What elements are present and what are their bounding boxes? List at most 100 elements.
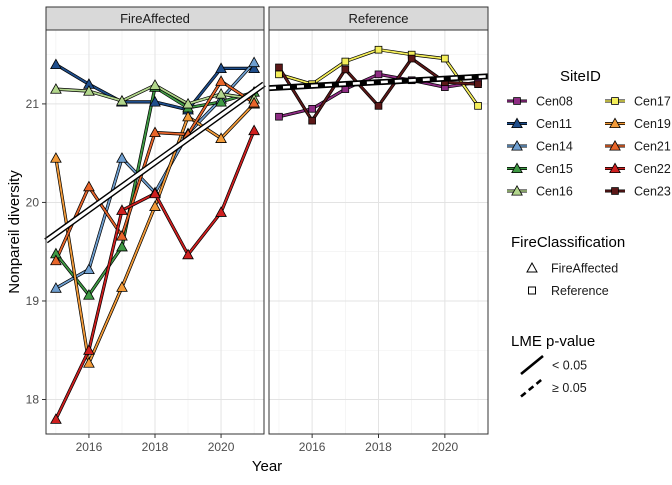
- legend-item-cen15: Cen15: [507, 162, 573, 176]
- legend-key-marker: [609, 162, 621, 174]
- data-point: [50, 282, 62, 293]
- data-point: [83, 263, 95, 275]
- data-point: [182, 110, 194, 122]
- panel-border: [268, 29, 489, 435]
- facet-panel-reference: Reference 2016 2018 2020: [268, 6, 489, 454]
- legend-item-label: Cen19: [634, 117, 671, 131]
- legend-key-marker: [611, 187, 619, 195]
- y-tick-label: 20: [26, 195, 40, 209]
- data-point: [341, 65, 350, 74]
- data-point: [215, 95, 227, 107]
- data-point: [474, 102, 482, 110]
- data-point: [182, 97, 194, 109]
- legend-item-cen16: Cen16: [507, 185, 573, 199]
- series-markers-cen21: [50, 75, 260, 266]
- data-point: [149, 126, 161, 138]
- legend-key-line: [520, 354, 544, 376]
- legend-item-label: Cen23: [634, 185, 671, 199]
- facet-strip-label: Reference: [349, 11, 409, 26]
- legend-key-line: [520, 377, 544, 398]
- y-tick-label: 19: [26, 294, 40, 308]
- data-point: [83, 85, 95, 96]
- y-tick-label: 21: [26, 97, 40, 111]
- legend-item-label: Cen08: [536, 95, 573, 109]
- legend-key-marker: [609, 117, 621, 129]
- legend-item-cen21: Cen21: [605, 140, 671, 154]
- data-point: [116, 229, 128, 241]
- legend-item-label: Cen11: [536, 117, 572, 131]
- x-tick-label: 2018: [365, 440, 392, 454]
- x-tick-label: 2016: [76, 440, 103, 454]
- data-point: [215, 206, 227, 217]
- data-point: [441, 54, 449, 63]
- legend-key-marker: [609, 139, 621, 151]
- y-axis-title: Nonpareil diversity: [6, 170, 23, 294]
- facet-panel-fireaffected: FireAffected 2016 2018 2020: [45, 6, 265, 454]
- y-tick-label: 18: [26, 393, 40, 407]
- legend-item-label: Cen14: [536, 140, 573, 154]
- legend-title: SiteID: [560, 68, 601, 85]
- data-point: [215, 75, 227, 86]
- data-point: [116, 94, 128, 106]
- data-point: [83, 180, 95, 192]
- data-point: [83, 357, 95, 368]
- data-point: [474, 80, 482, 88]
- legend-item-reference: Reference: [528, 284, 609, 298]
- legend-item-label: Cen17: [634, 95, 671, 109]
- x-axis-title: Year: [252, 458, 282, 475]
- legend-item-fireaffected: FireAffected: [526, 262, 618, 276]
- data-point: [149, 95, 161, 107]
- data-point: [341, 57, 350, 66]
- data-point: [149, 187, 161, 199]
- legend-item-label: Reference: [551, 284, 609, 298]
- data-point: [116, 240, 128, 252]
- data-point: [248, 62, 260, 73]
- legend-key-marker: [511, 139, 523, 151]
- trend-line-fireaffected: [44, 81, 266, 244]
- trend-line-fill: [45, 82, 265, 243]
- data-point: [308, 116, 316, 125]
- legend-item-cen19: Cen19: [605, 117, 671, 131]
- legend-item-lme-0: < 0.05: [520, 354, 587, 376]
- data-point: [275, 63, 283, 72]
- data-point: [374, 45, 383, 54]
- x-tick-label: 2020: [432, 440, 459, 454]
- data-point: [248, 56, 260, 68]
- legend-key-marker: [513, 97, 521, 105]
- legend-item-cen23: Cen23: [605, 185, 671, 199]
- data-point: [116, 204, 128, 215]
- data-point: [149, 200, 161, 211]
- facet-strip-label: FireAffected: [120, 11, 190, 26]
- legend-key-marker: [611, 97, 619, 105]
- legend-item-cen08: Cen08: [507, 95, 573, 109]
- x-tick-label: 2016: [299, 440, 326, 454]
- trend-line-reference: [268, 73, 489, 92]
- data-point: [50, 58, 62, 70]
- legend-siteid: SiteID Cen08 Cen11 Cen14 Cen15 Cen16 Cen17 Cen1…: [507, 68, 671, 199]
- data-point: [215, 132, 227, 143]
- trend-line-fill: [268, 75, 489, 90]
- legend-title: FireClassification: [511, 234, 625, 251]
- data-point: [50, 83, 62, 94]
- legend-key-marker: [511, 162, 523, 174]
- legend-key-marker: [511, 184, 523, 196]
- series-markers-cen22: [50, 124, 260, 424]
- legend-item-cen14: Cen14: [507, 140, 573, 154]
- legend-key-marker: [528, 286, 536, 295]
- data-point: [182, 248, 194, 260]
- legend-item-cen22: Cen22: [605, 162, 671, 176]
- legend-fireclassification: FireClassification FireAffected Reference: [511, 234, 625, 298]
- data-point: [407, 54, 416, 63]
- series-markers-cen23: [275, 54, 482, 125]
- legend-item-label: FireAffected: [551, 262, 618, 276]
- data-point: [149, 79, 161, 90]
- data-point: [50, 413, 62, 424]
- data-point: [275, 112, 283, 121]
- data-point: [248, 124, 260, 136]
- legend-item-label: ≥ 0.05: [552, 381, 587, 395]
- legend-item-label: Cen15: [536, 162, 573, 176]
- data-point: [248, 96, 260, 108]
- legend-item-label: < 0.05: [552, 359, 587, 373]
